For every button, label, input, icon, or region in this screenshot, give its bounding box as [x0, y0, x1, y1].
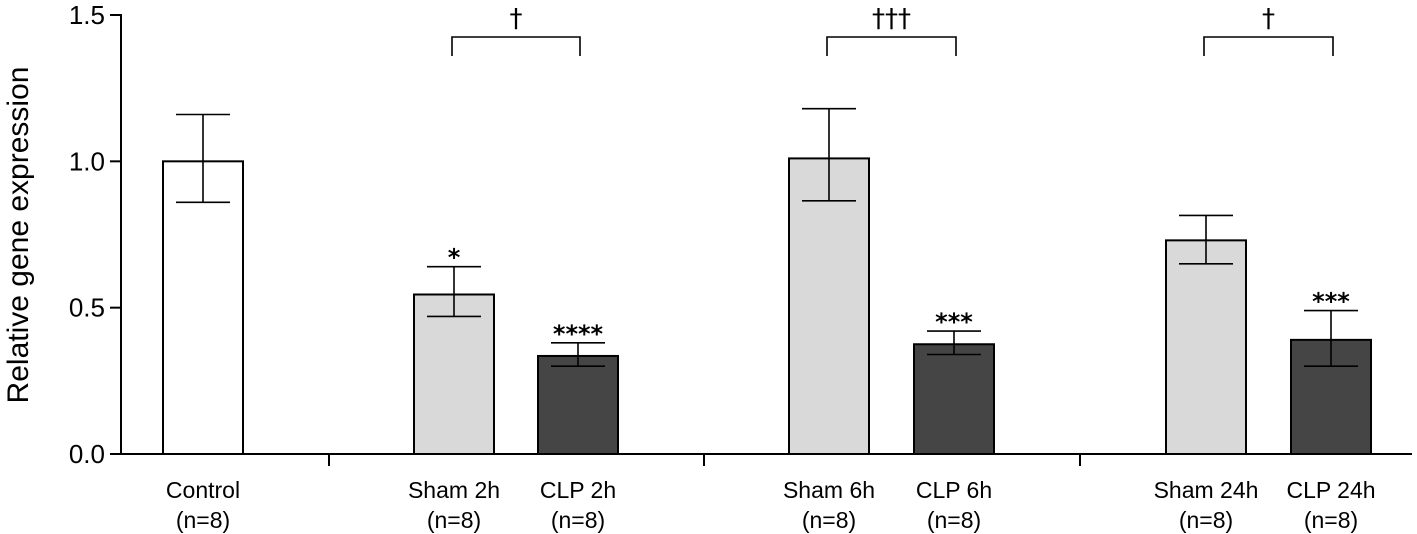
comparison-bracket [451, 36, 581, 56]
x-category-label: Sham 2h [408, 477, 500, 503]
dagger-label: ††† [872, 4, 911, 34]
x-category-n-label: (n=8) [176, 507, 230, 533]
dagger-label: † [510, 4, 523, 34]
comparison-bracket [826, 36, 957, 56]
x-category-label: Sham 24h [1154, 477, 1259, 503]
x-category-n-label: (n=8) [1179, 507, 1233, 533]
bar-sham-2h [413, 293, 495, 455]
annotations: ***** ******† ††† † [448, 4, 1351, 348]
x-category-label: CLP 24h [1286, 477, 1375, 503]
x-category-label: Sham 6h [783, 477, 875, 503]
y-tick-label: 0.0 [69, 439, 105, 469]
y-tick-label: 1.5 [69, 0, 105, 30]
bars [162, 107, 1372, 455]
significance-label: *** [1312, 288, 1350, 316]
y-tick-label: 0.5 [69, 293, 105, 323]
bar-clp-6h [913, 343, 995, 455]
significance-label: *** [935, 308, 973, 336]
significance-label: * [448, 244, 461, 272]
significance-label: **** [553, 320, 604, 348]
x-category-n-label: (n=8) [802, 507, 856, 533]
dagger-label: † [1262, 4, 1275, 34]
x-category-label: CLP 6h [916, 477, 992, 503]
y-axis-label: Relative gene expression [2, 67, 35, 404]
bar-sham-24h [1165, 239, 1247, 455]
x-category-n-label: (n=8) [1304, 507, 1358, 533]
x-category-n-label: (n=8) [551, 507, 605, 533]
bar-sham-6h [788, 157, 870, 455]
bar-control [162, 160, 244, 455]
x-category-n-label: (n=8) [427, 507, 481, 533]
y-tick-label: 1.0 [69, 146, 105, 176]
x-category-label: CLP 2h [540, 477, 616, 503]
axes: 0.0 0.5 1.0 1.5 [69, 0, 1412, 469]
comparison-bracket [1203, 36, 1334, 56]
bar-clp-2h [537, 354, 619, 455]
x-category-n-label: (n=8) [927, 507, 981, 533]
x-axis-labels: Control (n=8) Sham 2h (n=8) CLP 2h (n=8) Sham … [166, 477, 1376, 533]
x-category-label: Control [166, 477, 240, 503]
